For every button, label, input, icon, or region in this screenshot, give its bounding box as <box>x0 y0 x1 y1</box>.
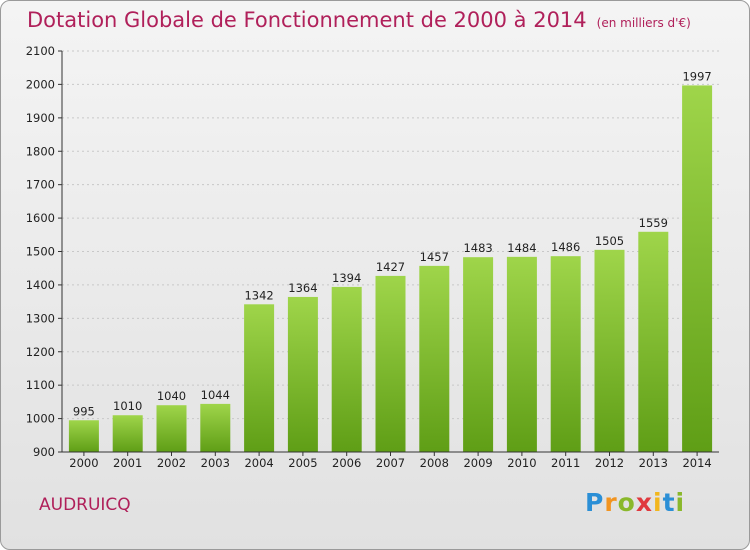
bar-2004 <box>244 304 275 452</box>
bars: 995 1010 1040 1044 1342 1364 1394 1427 1457 1483 1… <box>68 69 713 453</box>
y-tick-label: 1200 <box>26 345 55 359</box>
y-tick-label: 1300 <box>26 311 55 325</box>
y-tick-label: 2000 <box>26 77 55 91</box>
bar-value-label: 1040 <box>157 389 186 403</box>
bar-value-label: 1457 <box>420 250 449 264</box>
y-tick-label: 1800 <box>26 144 55 158</box>
bar-2008 <box>419 265 450 452</box>
y-tick-label: 1400 <box>26 278 55 292</box>
x-tick-label: 2007 <box>376 456 405 470</box>
bar-2001 <box>112 415 143 452</box>
chart-title-text: Dotation Globale de Fonctionnement de 20… <box>27 8 587 32</box>
x-tick-label: 2006 <box>332 456 361 470</box>
x-tick-label: 2013 <box>639 456 668 470</box>
bar-2000 <box>68 420 99 452</box>
bar-value-label: 1997 <box>682 69 711 83</box>
x-tick-label: 2010 <box>507 456 536 470</box>
bar-2003 <box>200 403 231 452</box>
bar-2010 <box>506 256 537 452</box>
logo-letter: x <box>635 488 653 517</box>
bar-2014 <box>682 85 713 453</box>
bar-value-label: 1505 <box>595 234 624 248</box>
bar-2002 <box>156 405 187 452</box>
x-axis: 2000 2001 2002 2003 2004 2005 2006 2007 2008 2009… <box>62 451 719 470</box>
chart-subtitle: (en milliers d'€) <box>596 16 691 30</box>
x-tick-label: 2005 <box>288 456 317 470</box>
bar-value-label: 1044 <box>201 388 230 402</box>
bar-value-label: 1364 <box>288 281 317 295</box>
y-tick-label: 1100 <box>26 378 55 392</box>
bar-value-label: 1483 <box>463 241 492 255</box>
bar-2005 <box>287 296 318 452</box>
x-tick-label: 2003 <box>201 456 230 470</box>
bar-value-label: 1010 <box>113 399 142 413</box>
bar-value-label: 1342 <box>244 288 273 302</box>
x-tick-label: 2012 <box>595 456 624 470</box>
y-tick-label: 1700 <box>26 178 55 192</box>
bar-value-label: 1427 <box>376 260 405 274</box>
logo-letter: i <box>675 488 686 517</box>
logo-letter: P <box>585 488 605 517</box>
x-tick-label: 2011 <box>551 456 580 470</box>
bar-value-label: 1484 <box>507 241 536 255</box>
x-tick-label: 2000 <box>69 456 98 470</box>
bar-value-label: 1486 <box>551 240 580 254</box>
y-tick-label: 1500 <box>26 245 55 259</box>
bar-2009 <box>463 257 494 452</box>
logo-letter: o <box>617 488 636 517</box>
chart-title: Dotation Globale de Fonctionnement de 20… <box>27 8 691 32</box>
y-axis: 900 1000 1100 1200 1300 1400 1500 1600 1700 1800 1… <box>26 44 63 459</box>
proxiti-logo[interactable]: Proxiti <box>585 488 685 517</box>
commune-name: AUDRUICQ <box>39 495 131 515</box>
logo-letter: i <box>653 488 663 517</box>
x-tick-label: 2009 <box>463 456 492 470</box>
y-tick-label: 1900 <box>26 111 55 125</box>
logo-letter: t <box>662 488 676 517</box>
y-tick-label: 900 <box>33 445 55 459</box>
x-tick-label: 2004 <box>244 456 273 470</box>
bar-2013 <box>638 231 669 452</box>
x-tick-label: 2008 <box>420 456 449 470</box>
y-tick-label: 1000 <box>26 412 55 426</box>
x-tick-label: 2002 <box>157 456 186 470</box>
logo-letter: r <box>604 488 618 517</box>
bar-2006 <box>331 286 362 452</box>
y-tick-label: 1600 <box>26 211 55 225</box>
bar-2007 <box>375 275 406 452</box>
x-tick-label: 2014 <box>682 456 711 470</box>
y-tick-label: 2100 <box>26 44 55 58</box>
bar-value-label: 1394 <box>332 271 361 285</box>
bar-value-label: 995 <box>73 404 95 418</box>
bar-2011 <box>550 256 581 452</box>
bar-2012 <box>594 249 625 452</box>
x-tick-label: 2001 <box>113 456 142 470</box>
bar-value-label: 1559 <box>639 216 668 230</box>
